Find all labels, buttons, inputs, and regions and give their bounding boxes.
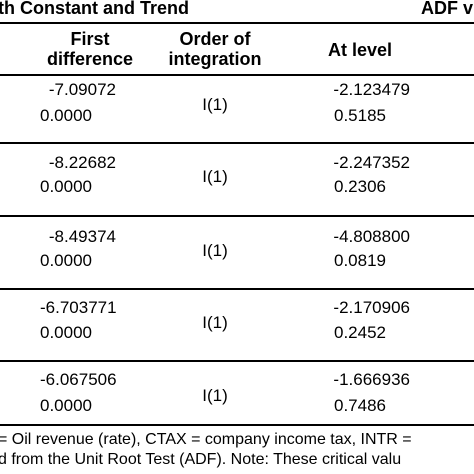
diff-stat: -8.22682 bbox=[48, 153, 116, 172]
diff-stat: -6.067506 bbox=[40, 370, 117, 389]
level-p-value: 0.2306 bbox=[334, 177, 386, 196]
level-stat: -2.247352 bbox=[333, 153, 410, 172]
order-of-integration: I(1) bbox=[202, 386, 228, 405]
diff-p-value: 0.0000 bbox=[40, 323, 92, 342]
row-divider bbox=[0, 142, 474, 144]
section-title: th Constant and Trend bbox=[0, 0, 189, 18]
section-title-right: ADF v bbox=[421, 0, 474, 18]
diff-p-value: 0.0000 bbox=[40, 251, 92, 270]
row-divider bbox=[0, 360, 474, 362]
col-header-first-difference: First difference bbox=[20, 29, 160, 69]
row-divider bbox=[0, 288, 474, 290]
col-header-order-line2: integration bbox=[168, 49, 262, 69]
level-p-value: 0.5185 bbox=[334, 106, 386, 125]
col-header-first-difference-line2: difference bbox=[46, 49, 134, 69]
order-of-integration: I(1) bbox=[202, 241, 228, 260]
footnote-line1: = Oil revenue (rate), CTAX = company inc… bbox=[0, 431, 412, 448]
diff-stat: -7.09072 bbox=[48, 80, 116, 99]
order-of-integration: I(1) bbox=[202, 95, 228, 114]
col-header-order-of-integration: Order of integration bbox=[150, 29, 280, 69]
header-bottom-rule bbox=[0, 74, 474, 76]
col-header-first-difference-line1: First bbox=[70, 29, 110, 49]
diff-stat: -8.49374 bbox=[48, 227, 116, 246]
row-divider bbox=[0, 215, 474, 217]
diff-p-value: 0.0000 bbox=[40, 177, 92, 196]
diff-p-value: 0.0000 bbox=[40, 106, 92, 125]
header-top-rule bbox=[0, 22, 474, 24]
order-of-integration: I(1) bbox=[202, 313, 228, 332]
level-p-value: 0.2452 bbox=[334, 323, 386, 342]
footnote-line2: d from the Unit Root Test (ADF). Note: T… bbox=[0, 451, 402, 468]
table-bottom-rule bbox=[0, 424, 474, 426]
level-p-value: 0.7486 bbox=[334, 396, 386, 415]
level-stat: -1.666936 bbox=[333, 370, 410, 389]
level-p-value: 0.0819 bbox=[334, 251, 386, 270]
col-header-at-level: At level bbox=[327, 40, 393, 60]
diff-stat: -6.703771 bbox=[40, 298, 117, 317]
order-of-integration: I(1) bbox=[202, 167, 228, 186]
col-header-order-line1: Order of bbox=[179, 29, 251, 49]
level-stat: -2.170906 bbox=[333, 298, 410, 317]
diff-p-value: 0.0000 bbox=[40, 396, 92, 415]
level-stat: -2.123479 bbox=[333, 80, 410, 99]
level-stat: -4.808800 bbox=[333, 227, 410, 246]
